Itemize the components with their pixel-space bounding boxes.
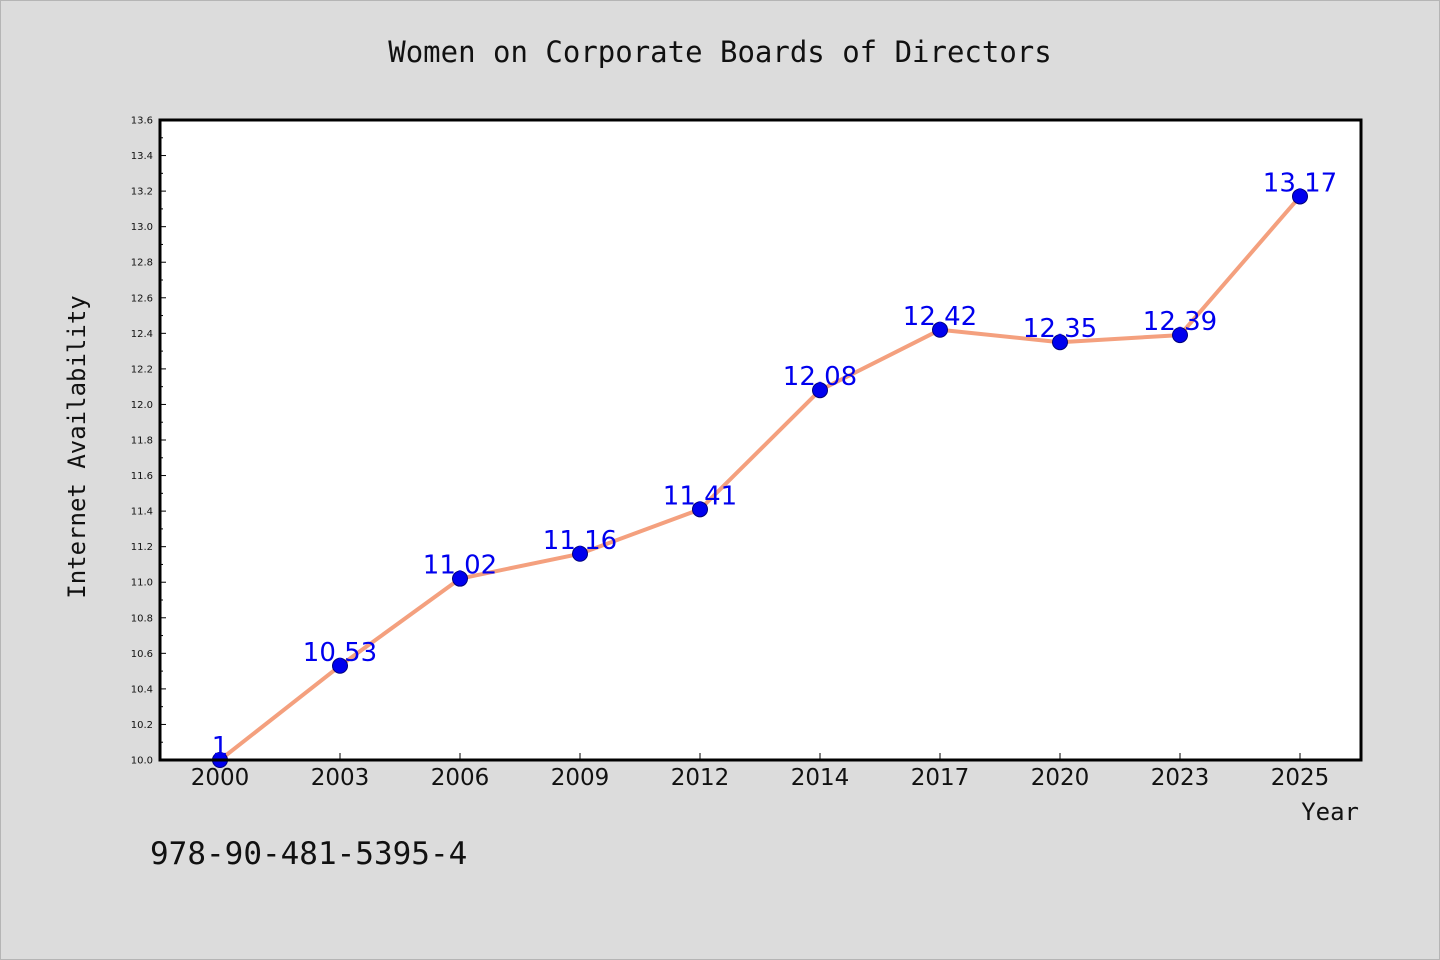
y-tick-label: 11.0: [131, 578, 153, 589]
data-label: 13.17: [1263, 168, 1337, 198]
data-label: 12.39: [1143, 307, 1217, 337]
plot-border: [158, 118, 1363, 762]
y-tick-label: 11.2: [131, 542, 153, 553]
x-tick-label: 2020: [1031, 765, 1090, 791]
data-point: [932, 321, 948, 338]
data-point: [572, 545, 588, 562]
data-label: 11.16: [543, 526, 617, 556]
x-tick-label: 2017: [911, 765, 970, 791]
x-tick-label: 2025: [1271, 765, 1330, 791]
data-label: 11.02: [423, 551, 497, 581]
y-axis-label: Internet Availability: [63, 295, 91, 598]
x-tick-label: 2023: [1151, 765, 1210, 791]
y-tick-label: 10.0: [131, 756, 153, 767]
data-label: 10.53: [303, 638, 377, 668]
data-label: 12.08: [783, 362, 857, 392]
y-tick-label: 12.6: [131, 293, 153, 304]
x-tick-label: 2014: [791, 765, 850, 791]
x-axis: 2000 2003 2006 2009 2012 2014 2017 2020 2023 2025: [191, 753, 1330, 791]
x-tick-label: 2003: [311, 765, 370, 791]
y-axis: 10.0 10.2 10.4 10.6 10.8 11.0 11.2 11.4 11.6 11.8…: [131, 116, 166, 767]
data-point: [332, 657, 348, 674]
data-point: [692, 501, 708, 518]
data-point: [1292, 188, 1308, 205]
data-label: 12.42: [903, 302, 977, 332]
chart-title: Women on Corporate Boards of Directors: [388, 35, 1051, 69]
x-tick-label: 2000: [191, 765, 250, 791]
data-labels: 1 10.53 11.02 11.16 11.41 12.08 12.42 12.35 12.3…: [212, 168, 1337, 762]
y-tick-label: 10.6: [131, 649, 153, 660]
y-tick-label: 12.0: [131, 400, 153, 411]
y-tick-label: 10.8: [131, 613, 153, 624]
series-line: [218, 194, 1302, 762]
y-tick-label: 11.4: [131, 507, 153, 518]
y-tick-label: 12.4: [131, 329, 153, 340]
y-tick-label: 10.2: [131, 720, 153, 731]
y-tick-label: 11.6: [131, 471, 153, 482]
y-tick-label: 13.4: [131, 151, 153, 162]
data-point: [1052, 334, 1068, 351]
y-tick-label: 13.2: [131, 187, 153, 198]
x-axis-label: Year: [1301, 798, 1359, 826]
data-label: 11.41: [663, 481, 737, 511]
y-tick-label: 11.8: [131, 436, 153, 447]
data-label: 1: [212, 732, 229, 762]
x-tick-label: 2006: [431, 765, 490, 791]
data-point: [452, 570, 468, 587]
y-tick-label: 12.2: [131, 364, 153, 375]
y-tick-label: 13.0: [131, 222, 153, 233]
y-tick-label: 13.6: [131, 116, 153, 127]
x-tick-label: 2009: [551, 765, 610, 791]
y-tick-label: 12.8: [131, 258, 153, 269]
y-tick-label: 10.4: [131, 684, 153, 695]
x-tick-label: 2012: [671, 765, 730, 791]
data-label: 12.35: [1023, 314, 1097, 344]
data-point: [812, 382, 828, 399]
isbn-annotation: 978-90-481-5395-4: [150, 836, 467, 872]
data-point: [1172, 327, 1188, 344]
